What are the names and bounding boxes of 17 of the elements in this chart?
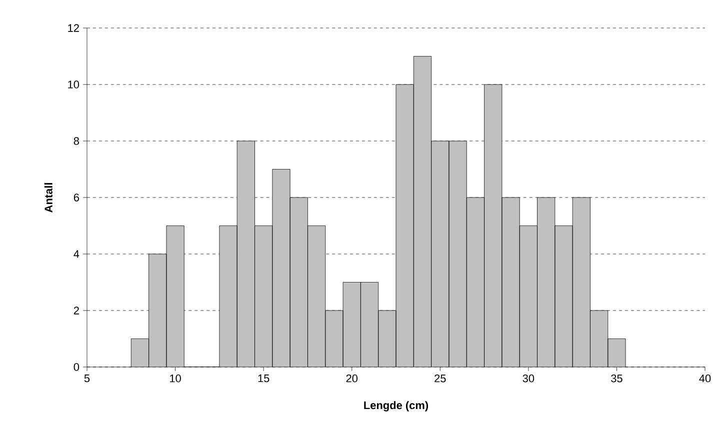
y-tick-label: 2 [74, 306, 79, 314]
x-tick-label: 20 [346, 374, 358, 382]
y-tick-label: 6 [74, 194, 79, 202]
x-tick-label: 40 [699, 374, 711, 382]
y-tick-label: 8 [74, 137, 79, 145]
x-tick-label: 35 [611, 374, 622, 382]
x-tick-label: 5 [84, 374, 90, 382]
y-axis-title: Antall [44, 183, 52, 212]
y-tick-label: 12 [68, 24, 79, 32]
y-tick-label: 10 [68, 80, 80, 88]
x-tick-label: 30 [522, 374, 534, 382]
x-axis-title: Lengde (cm) [364, 401, 428, 412]
y-tick-label: 4 [74, 250, 80, 258]
x-tick-label: 15 [258, 374, 270, 382]
x-tick-label: 25 [434, 374, 446, 382]
x-tick-label: 10 [170, 374, 181, 382]
y-tick-label: 0 [74, 363, 80, 371]
